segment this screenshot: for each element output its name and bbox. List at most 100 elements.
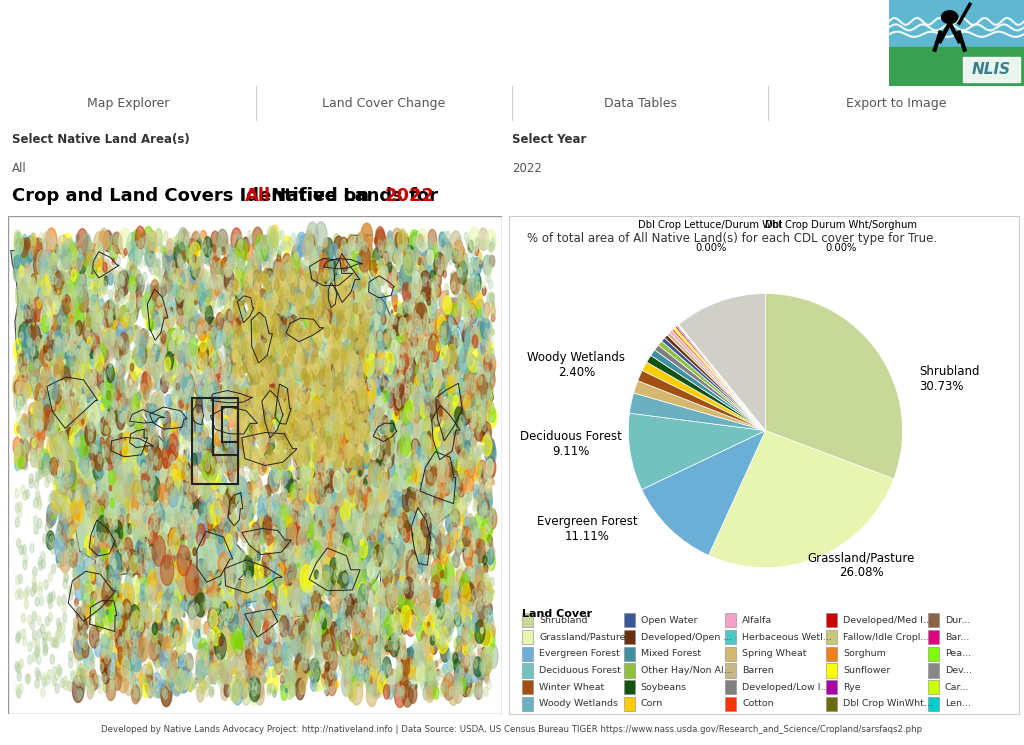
Circle shape [229,609,233,618]
Circle shape [266,268,273,286]
Circle shape [177,456,179,460]
Circle shape [99,555,109,577]
Circle shape [416,241,425,262]
Circle shape [267,403,270,411]
Circle shape [156,614,162,630]
Circle shape [329,475,334,487]
Circle shape [285,262,291,274]
Circle shape [113,401,117,410]
Circle shape [258,494,268,517]
Circle shape [427,324,431,334]
Circle shape [57,380,61,389]
Circle shape [83,415,94,441]
Circle shape [293,489,298,500]
Circle shape [116,382,120,391]
Circle shape [78,388,83,401]
Circle shape [90,351,93,358]
Wedge shape [674,327,766,431]
Circle shape [371,514,377,528]
Circle shape [260,663,264,673]
Circle shape [403,650,408,659]
Circle shape [79,616,83,626]
Circle shape [265,357,270,368]
Circle shape [380,376,384,385]
Circle shape [101,448,104,457]
Circle shape [190,531,195,541]
Circle shape [287,618,297,639]
Circle shape [154,333,158,343]
Circle shape [470,456,481,481]
Circle shape [171,390,175,399]
Circle shape [417,587,423,601]
Circle shape [184,352,193,371]
Circle shape [228,311,232,320]
Circle shape [270,627,274,637]
Circle shape [141,501,147,517]
Circle shape [159,652,164,666]
Circle shape [354,389,356,395]
Circle shape [20,347,28,364]
Circle shape [208,607,217,629]
Circle shape [189,270,202,297]
Circle shape [324,434,328,444]
Circle shape [296,624,298,628]
Circle shape [299,249,301,255]
Circle shape [45,381,51,396]
Circle shape [395,580,406,603]
Circle shape [361,234,366,242]
Circle shape [304,396,313,417]
Circle shape [281,594,285,603]
Circle shape [142,609,146,618]
Circle shape [35,359,39,369]
Circle shape [370,465,373,473]
Circle shape [338,385,343,396]
Circle shape [87,614,90,621]
Circle shape [131,655,135,665]
Circle shape [67,539,74,557]
Circle shape [360,619,367,634]
Circle shape [34,516,38,525]
Circle shape [336,437,341,449]
Circle shape [356,446,361,458]
Circle shape [35,313,40,325]
Circle shape [352,250,357,261]
Circle shape [258,630,262,639]
Circle shape [161,317,165,326]
Circle shape [116,305,120,314]
Circle shape [179,564,181,569]
Circle shape [196,643,198,647]
Circle shape [450,231,462,258]
Circle shape [330,478,340,501]
Circle shape [295,425,297,432]
Circle shape [271,326,276,337]
Circle shape [197,375,208,399]
Circle shape [447,480,452,489]
Circle shape [365,344,369,355]
Circle shape [124,312,128,322]
Circle shape [167,611,174,627]
Circle shape [238,562,242,572]
Circle shape [469,620,473,630]
Circle shape [239,326,245,342]
Circle shape [196,279,198,283]
Circle shape [424,395,431,410]
Circle shape [134,419,143,438]
Circle shape [269,559,273,569]
Circle shape [411,679,415,688]
Circle shape [83,445,91,462]
Circle shape [68,489,72,499]
Circle shape [387,355,388,358]
Circle shape [433,492,443,513]
Circle shape [415,395,419,404]
Circle shape [424,282,432,301]
Circle shape [73,375,77,384]
Circle shape [419,240,426,256]
Circle shape [304,308,308,317]
Circle shape [163,258,167,267]
Circle shape [425,619,433,638]
Circle shape [442,241,446,250]
Circle shape [367,568,371,577]
Circle shape [242,498,245,504]
Circle shape [243,284,248,294]
Circle shape [38,358,42,365]
